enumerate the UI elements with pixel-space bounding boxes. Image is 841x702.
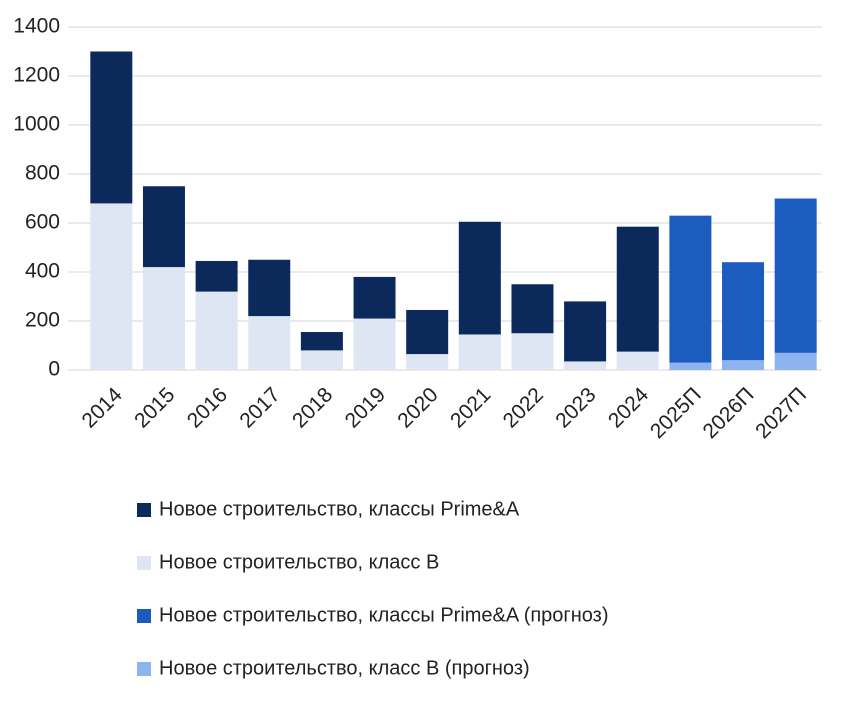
bar-segment — [458, 221, 501, 335]
bar-segment — [248, 259, 291, 317]
bar-segment — [406, 354, 449, 370]
bar-segment — [669, 362, 712, 370]
legend-label: Новое строительство, классы Prime&A (про… — [159, 604, 609, 626]
y-tick-label: 800 — [25, 162, 60, 185]
y-tick-label: 200 — [25, 309, 60, 332]
y-tick-label: 600 — [25, 211, 60, 234]
bar-segment — [300, 332, 343, 351]
bar-segment — [142, 267, 185, 370]
legend-label: Новое строительство, класс B (прогноз) — [159, 657, 530, 679]
y-tick-label: 400 — [25, 260, 60, 283]
legend-swatch — [137, 503, 151, 517]
y-tick-label: 1200 — [13, 64, 60, 87]
bar-segment — [195, 260, 238, 292]
bar-segment — [511, 284, 554, 334]
legend-label: Новое строительство, классы Prime&A — [159, 498, 520, 520]
bar-segment — [722, 262, 765, 361]
bar-segment — [458, 334, 501, 370]
y-tick-label: 1400 — [13, 15, 60, 38]
bar-segment — [564, 361, 607, 370]
bar-segment — [722, 360, 765, 370]
bar-segment — [353, 276, 396, 319]
bar-segment — [511, 333, 554, 370]
bar-segment — [248, 316, 291, 370]
bar-segment — [616, 226, 659, 352]
bar-segment — [774, 352, 817, 370]
x-tick-label: 2016 — [183, 383, 232, 432]
y-tick-label: 1000 — [13, 113, 60, 136]
x-tick-label: 2026П — [699, 383, 759, 443]
legend-swatch — [137, 662, 151, 676]
bar-segment — [669, 215, 712, 363]
legend-label: Новое строительство, класс B — [159, 551, 439, 573]
x-tick-label: 2019 — [341, 383, 390, 432]
bar-segment — [90, 51, 133, 204]
bar-segment — [90, 203, 133, 370]
bar-segment — [195, 291, 238, 370]
bar-segment — [564, 301, 607, 362]
x-tick-label: 2014 — [77, 383, 127, 433]
legend: Новое строительство, классы Prime&A Новое… — [137, 498, 609, 679]
bar-segment — [142, 186, 185, 268]
x-tick-label: 2017 — [235, 383, 284, 432]
y-tick-label: 0 — [48, 358, 60, 381]
bar-segment — [300, 350, 343, 370]
bar-segment — [353, 318, 396, 370]
x-tick-label: 2021 — [446, 383, 495, 432]
legend-swatch — [137, 556, 151, 570]
x-tick-label: 2018 — [288, 383, 337, 432]
x-tick-label: 2015 — [130, 383, 179, 432]
x-tick-label: 2025П — [646, 383, 706, 443]
x-tick-label: 2027П — [751, 383, 811, 443]
bar-segment — [774, 198, 817, 353]
bar-segment — [616, 351, 659, 370]
x-tick-label: 2023 — [551, 383, 600, 432]
x-tick-label: 2022 — [499, 383, 548, 432]
x-tick-label: 2020 — [393, 383, 442, 432]
legend-swatch — [137, 609, 151, 623]
x-tick-label: 2024 — [604, 383, 654, 433]
bar-segment — [406, 309, 449, 355]
